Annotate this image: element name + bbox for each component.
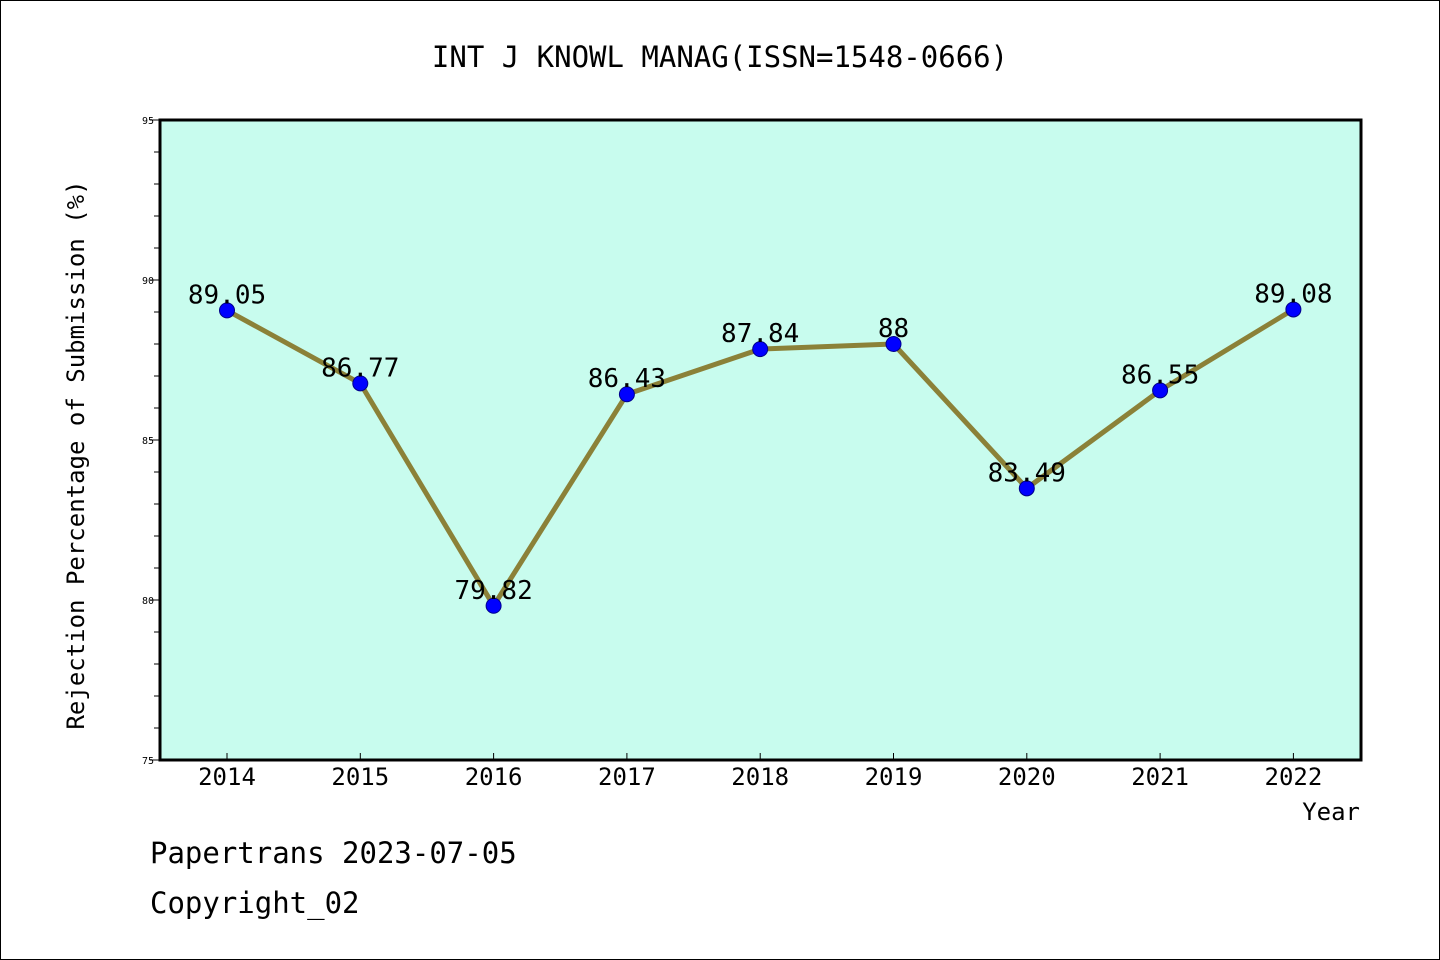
x-tick-label: 2020 bbox=[998, 763, 1056, 791]
data-label: 86.43 bbox=[588, 364, 666, 394]
x-tick-label: 2018 bbox=[731, 763, 789, 791]
x-axis-ticks: 2014 2015 2016 2017 2018 2019 2020 2021 2022 bbox=[198, 753, 1322, 791]
data-point-marker bbox=[1018, 480, 1035, 497]
footer-copyright: Copyright_02 bbox=[150, 886, 360, 920]
y-axis-ticks: 75 80 85 90 95 bbox=[142, 116, 160, 767]
data-label: 89.05 bbox=[188, 280, 266, 310]
footer-source: Papertrans 2023-07-05 bbox=[150, 836, 517, 870]
x-tick-label: 2016 bbox=[465, 763, 523, 791]
y-tick-label: 85 bbox=[142, 436, 154, 447]
data-point-marker bbox=[485, 597, 502, 614]
data-point-marker bbox=[885, 336, 902, 352]
data-point-marker bbox=[1152, 382, 1169, 399]
y-tick-label: 75 bbox=[142, 756, 154, 767]
chart-title: INT J KNOWL MANAG(ISSN=1548-0666) bbox=[432, 40, 1008, 74]
data-point-marker bbox=[1285, 301, 1302, 318]
plot-area bbox=[158, 118, 1363, 762]
data-point-marker bbox=[219, 302, 235, 319]
data-label: 83.49 bbox=[988, 458, 1066, 488]
x-tick-label: 2014 bbox=[198, 763, 256, 791]
x-tick-label: 2022 bbox=[1265, 763, 1323, 791]
y-tick-label: 90 bbox=[142, 276, 154, 287]
data-label: 87.84 bbox=[721, 319, 799, 349]
y-axis-label: Rejection Percentage of Submission (%) bbox=[62, 180, 90, 729]
y-tick-label: 80 bbox=[142, 596, 154, 607]
y-tick-label: 95 bbox=[142, 116, 154, 127]
data-label: 86.77 bbox=[321, 353, 399, 383]
data-point-marker bbox=[618, 386, 635, 403]
data-point-marker bbox=[352, 375, 369, 392]
data-label: 86.55 bbox=[1121, 360, 1199, 390]
x-tick-label: 2019 bbox=[865, 763, 923, 791]
x-axis-label: Year bbox=[1302, 798, 1360, 826]
data-point-marker bbox=[752, 341, 769, 358]
x-tick-label: 2021 bbox=[1131, 763, 1189, 791]
data-label: 88 bbox=[878, 314, 909, 344]
data-label: 79.82 bbox=[454, 576, 532, 606]
series-layer bbox=[219, 301, 1302, 614]
x-tick-label: 2017 bbox=[598, 763, 656, 791]
x-tick-label: 2015 bbox=[331, 763, 389, 791]
data-label: 89.08 bbox=[1254, 279, 1332, 309]
data-labels: 89.05 86.77 79.82 86.43 87.84 88 83.49 86.55 89.… bbox=[188, 279, 1333, 605]
